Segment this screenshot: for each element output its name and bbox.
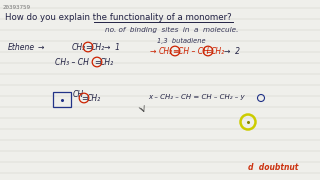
Text: ≡: ≡ <box>172 47 179 56</box>
Text: How do you explain the functionality of a monomer?: How do you explain the functionality of … <box>5 13 232 22</box>
Text: CH: CH <box>73 90 84 99</box>
Text: →  2: → 2 <box>224 47 240 56</box>
Text: →: → <box>38 43 44 52</box>
Text: →: → <box>150 47 156 56</box>
Text: d  doubtnut: d doubtnut <box>248 163 298 172</box>
Text: =: = <box>85 43 92 52</box>
Text: CH₃ – CH: CH₃ – CH <box>55 58 89 67</box>
Text: =: = <box>205 47 212 56</box>
Text: 1,3  butadiene: 1,3 butadiene <box>157 38 206 44</box>
Text: →  1: → 1 <box>104 43 120 52</box>
Text: Ethene: Ethene <box>8 43 35 52</box>
Text: x – CH₂ – CH = CH – CH₂ – y: x – CH₂ – CH = CH – CH₂ – y <box>148 94 244 100</box>
Text: CH₂: CH₂ <box>72 43 86 52</box>
Text: CH₂: CH₂ <box>159 47 173 56</box>
Text: 20393759: 20393759 <box>3 5 31 10</box>
Text: =: = <box>94 58 101 67</box>
Text: =: = <box>82 94 88 103</box>
Text: CH – CH: CH – CH <box>178 47 209 56</box>
Text: CH₂: CH₂ <box>211 47 225 56</box>
Text: CH₂: CH₂ <box>91 43 105 52</box>
Text: no. of  binding  sites  in  a  molecule.: no. of binding sites in a molecule. <box>105 27 238 33</box>
Text: CH₂: CH₂ <box>87 94 101 103</box>
Text: CH₂: CH₂ <box>100 58 114 67</box>
